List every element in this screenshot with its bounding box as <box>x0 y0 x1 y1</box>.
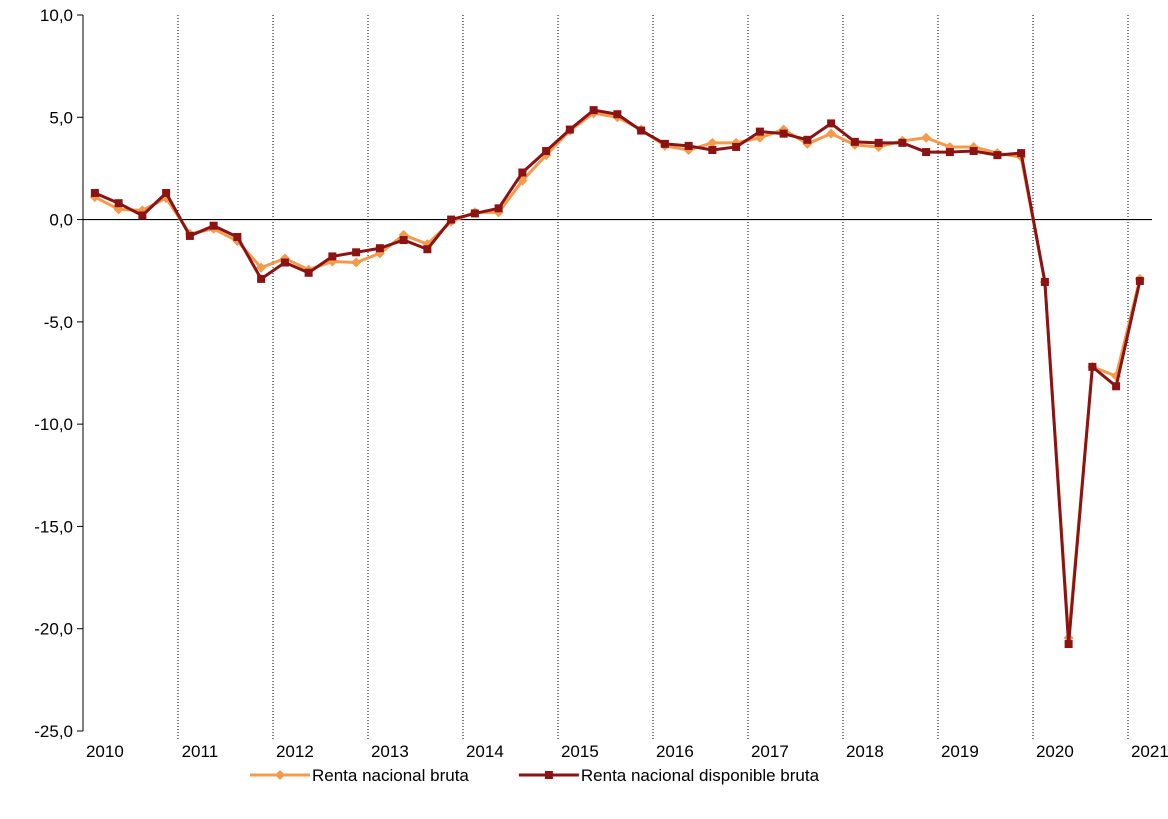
x-tick-label: 2012 <box>276 742 314 761</box>
point <box>209 221 218 230</box>
legend-label: Renta nacional disponible bruta <box>581 766 820 785</box>
point <box>185 231 194 240</box>
series-line <box>94 111 1142 640</box>
y-tick-label: -25,0 <box>34 722 73 741</box>
point <box>565 125 574 134</box>
point <box>1040 277 1049 286</box>
point <box>732 142 741 151</box>
point <box>874 138 883 147</box>
x-tick-label: 2013 <box>371 742 409 761</box>
point <box>921 132 932 143</box>
legend-label: Renta nacional bruta <box>312 766 469 785</box>
point <box>779 129 788 138</box>
point <box>304 268 313 277</box>
point <box>1135 276 1144 285</box>
point <box>1112 382 1121 391</box>
point <box>114 199 123 208</box>
y-tick-label: -20,0 <box>34 620 73 639</box>
point <box>803 135 812 144</box>
point <box>589 106 598 115</box>
point <box>280 258 289 267</box>
point <box>826 128 837 139</box>
x-tick-label: 2010 <box>86 742 124 761</box>
x-tick-label: 2014 <box>466 742 504 761</box>
point <box>351 257 362 268</box>
point <box>352 248 361 257</box>
point <box>138 211 147 220</box>
point <box>660 139 669 148</box>
legend-marker <box>275 770 285 780</box>
point <box>1017 149 1026 158</box>
point <box>637 126 646 135</box>
y-tick-label: -5,0 <box>44 313 73 332</box>
point <box>684 141 693 150</box>
point <box>850 137 859 146</box>
point <box>494 204 503 213</box>
x-tick-label: 2019 <box>941 742 979 761</box>
x-tick-label: 2017 <box>751 742 789 761</box>
x-tick-label: 2021 <box>1131 742 1168 761</box>
x-tick-label: 2020 <box>1036 742 1074 761</box>
point <box>1064 640 1073 649</box>
point <box>1088 362 1097 371</box>
point <box>969 147 978 156</box>
x-tick-label: 2015 <box>561 742 599 761</box>
legend-marker <box>544 771 553 779</box>
point <box>447 215 456 224</box>
point <box>257 274 266 283</box>
series-line <box>94 108 1142 646</box>
point <box>755 127 764 136</box>
point <box>542 147 551 156</box>
x-tick-label: 2016 <box>656 742 694 761</box>
point <box>162 188 171 197</box>
point <box>993 151 1002 160</box>
point <box>328 252 337 261</box>
point <box>827 119 836 128</box>
point <box>898 138 907 147</box>
point <box>256 262 267 273</box>
y-tick-label: -15,0 <box>34 517 73 536</box>
x-tick-label: 2018 <box>846 742 884 761</box>
x-tick-label: 2011 <box>182 742 219 761</box>
y-tick-label: 10,0 <box>40 6 73 25</box>
point <box>708 146 717 155</box>
point <box>518 168 527 177</box>
point <box>375 244 384 253</box>
point <box>233 232 242 241</box>
y-tick-label: -10,0 <box>34 415 73 434</box>
point <box>399 236 408 245</box>
point <box>945 148 954 157</box>
y-tick-label: 0,0 <box>49 211 73 230</box>
point <box>90 188 99 197</box>
y-tick-label: 5,0 <box>49 108 73 127</box>
point <box>707 137 718 148</box>
point <box>613 110 622 119</box>
point <box>922 148 931 157</box>
point <box>470 209 479 218</box>
point <box>423 245 432 254</box>
